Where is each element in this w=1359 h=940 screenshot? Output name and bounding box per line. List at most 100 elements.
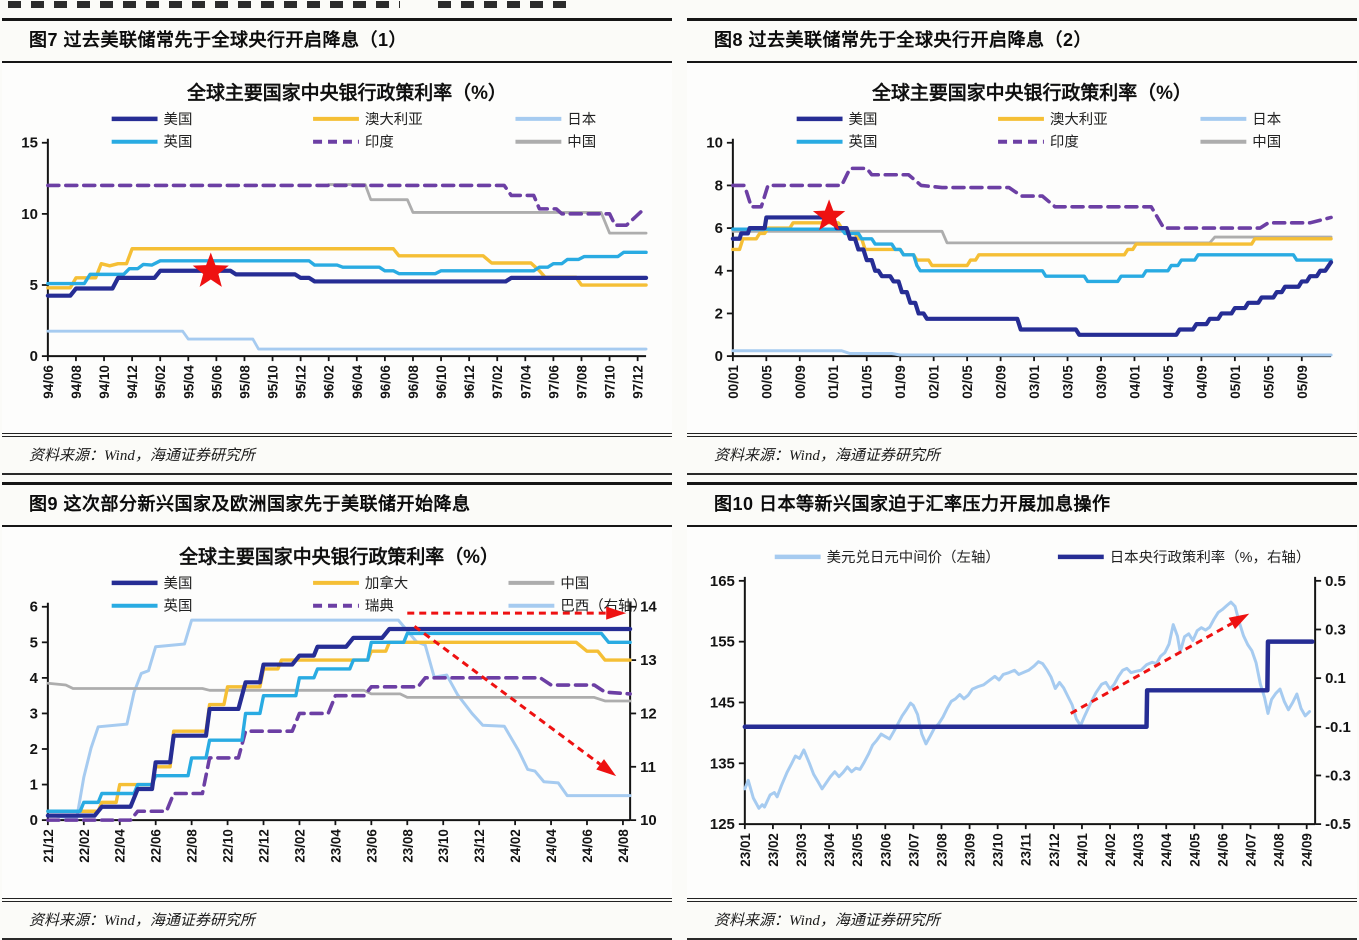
svg-text:印度: 印度: [365, 133, 394, 150]
svg-text:96/12: 96/12: [462, 365, 477, 399]
svg-text:3: 3: [30, 706, 38, 723]
svg-text:00/01: 00/01: [726, 364, 741, 398]
svg-text:中国: 中国: [567, 133, 596, 150]
svg-text:0: 0: [30, 812, 38, 829]
svg-text:14: 14: [640, 599, 657, 616]
svg-text:24/04: 24/04: [1159, 833, 1174, 867]
svg-text:01/01: 01/01: [826, 364, 841, 398]
svg-text:24/06: 24/06: [580, 829, 595, 863]
svg-text:0: 0: [30, 348, 38, 365]
svg-text:05/01: 05/01: [1228, 364, 1243, 398]
figure7-caption: 图7 过去美联储常先于全球央行开启降息（1）: [2, 18, 672, 63]
svg-text:24/07: 24/07: [1243, 833, 1258, 867]
svg-text:96/06: 96/06: [378, 365, 393, 399]
svg-text:24/01: 24/01: [1075, 833, 1090, 867]
svg-text:23/08: 23/08: [400, 829, 415, 863]
svg-text:04/09: 04/09: [1194, 365, 1209, 399]
svg-text:24/08: 24/08: [1272, 833, 1287, 867]
svg-text:97/02: 97/02: [490, 365, 505, 399]
svg-text:22/06: 22/06: [149, 829, 164, 863]
svg-text:02/05: 02/05: [960, 364, 975, 398]
figure-9: 图9 这次部分新兴国家及欧洲国家先于美联储开始降息 全球主要国家中央银行政策利率…: [2, 482, 672, 940]
svg-text:15: 15: [21, 134, 38, 151]
svg-text:4: 4: [30, 670, 39, 687]
svg-text:97/06: 97/06: [546, 365, 561, 399]
svg-text:-0.3: -0.3: [1325, 768, 1351, 785]
svg-text:22/04: 22/04: [113, 829, 128, 863]
svg-text:美元兑日元中间价（左轴）: 美元兑日元中间价（左轴）: [827, 549, 1000, 566]
svg-text:23/08: 23/08: [934, 833, 949, 867]
figure-7: 图7 过去美联储常先于全球央行开启降息（1） 全球主要国家中央银行政策利率（%）…: [2, 18, 672, 476]
svg-text:95/04: 95/04: [181, 364, 196, 398]
svg-text:1: 1: [30, 777, 38, 794]
svg-text:英国: 英国: [849, 132, 878, 150]
svg-text:24/08: 24/08: [616, 829, 631, 863]
svg-text:00/09: 00/09: [793, 365, 808, 399]
svg-text:-0.1: -0.1: [1325, 719, 1351, 736]
svg-text:97/08: 97/08: [574, 364, 589, 398]
svg-text:0.5: 0.5: [1325, 573, 1346, 590]
svg-text:澳大利亚: 澳大利亚: [1050, 110, 1108, 127]
svg-text:05/05: 05/05: [1261, 364, 1276, 398]
figure8-source: 资料来源：Wind，海通证券研究所: [687, 433, 1357, 476]
svg-text:10: 10: [21, 205, 38, 222]
svg-text:澳大利亚: 澳大利亚: [365, 110, 423, 127]
svg-text:04/05: 04/05: [1161, 364, 1176, 398]
svg-text:01/09: 01/09: [893, 365, 908, 399]
svg-text:4: 4: [715, 262, 724, 279]
cropped-glyphs-left: [8, 1, 400, 8]
svg-text:2: 2: [715, 305, 723, 322]
figure7-source: 资料来源：Wind，海通证券研究所: [2, 433, 672, 476]
svg-text:中国: 中国: [560, 575, 589, 592]
svg-text:10: 10: [706, 134, 723, 151]
svg-text:95/06: 95/06: [209, 365, 224, 399]
svg-text:2: 2: [30, 741, 38, 758]
svg-text:24/05: 24/05: [1187, 833, 1202, 867]
svg-text:12: 12: [640, 706, 657, 723]
figure-8: 图8 过去美联储常先于全球央行开启降息（2） 全球主要国家中央银行政策利率（%）…: [687, 18, 1357, 476]
svg-text:96/04: 96/04: [350, 364, 365, 398]
svg-text:03/09: 03/09: [1094, 365, 1109, 399]
svg-text:加拿大: 加拿大: [365, 574, 408, 592]
svg-text:0: 0: [715, 348, 723, 365]
svg-text:04/01: 04/01: [1127, 364, 1142, 398]
svg-text:00/05: 00/05: [759, 364, 774, 398]
svg-text:24/06: 24/06: [1215, 833, 1230, 867]
svg-text:日本: 日本: [1252, 110, 1281, 127]
svg-text:95/12: 95/12: [294, 365, 309, 399]
figure8-caption: 图8 过去美联储常先于全球央行开启降息（2）: [687, 18, 1357, 63]
svg-text:24/03: 24/03: [1131, 833, 1146, 867]
figure9-source: 资料来源：Wind，海通证券研究所: [2, 897, 672, 940]
svg-text:03/01: 03/01: [1027, 364, 1042, 398]
svg-text:23/06: 23/06: [364, 829, 379, 863]
svg-text:96/08: 96/08: [406, 364, 421, 398]
svg-text:23/01: 23/01: [738, 833, 753, 867]
svg-text:23/07: 23/07: [906, 833, 921, 867]
svg-text:日本央行政策利率（%，右轴）: 日本央行政策利率（%，右轴）: [1110, 549, 1311, 566]
svg-text:6: 6: [30, 599, 38, 616]
svg-text:印度: 印度: [1050, 133, 1079, 150]
figure9-line-chart: 全球主要国家中央银行政策利率（%）美国英国加拿大瑞典中国巴西（右轴）012345…: [2, 527, 672, 898]
svg-text:96/10: 96/10: [434, 365, 449, 399]
svg-text:23/11: 23/11: [1019, 833, 1034, 866]
svg-text:8: 8: [715, 177, 723, 194]
svg-text:02/01: 02/01: [927, 364, 942, 398]
svg-text:中国: 中国: [1252, 133, 1281, 150]
svg-text:22/08: 22/08: [185, 829, 200, 863]
svg-text:23/05: 23/05: [850, 833, 865, 867]
svg-text:23/09: 23/09: [963, 833, 978, 867]
svg-text:6: 6: [715, 220, 723, 237]
figure10-caption: 图10 日本等新兴国家迫于汇率压力开展加息操作: [687, 482, 1357, 528]
svg-text:巴西（右轴）: 巴西（右轴）: [560, 598, 647, 615]
svg-text:22/02: 22/02: [77, 829, 92, 863]
figure-10: 图10 日本等新兴国家迫于汇率压力开展加息操作 美元兑日元中间价（左轴） 日本央行…: [687, 482, 1357, 940]
svg-text:23/12: 23/12: [472, 829, 487, 863]
svg-text:21/12: 21/12: [41, 829, 56, 863]
cropped-text-fragment: [2, 0, 1357, 11]
svg-text:10: 10: [640, 812, 657, 829]
svg-text:22/10: 22/10: [221, 829, 236, 863]
svg-text:23/04: 23/04: [822, 833, 837, 867]
svg-text:96/02: 96/02: [322, 365, 337, 399]
svg-text:24/09: 24/09: [1300, 833, 1315, 867]
